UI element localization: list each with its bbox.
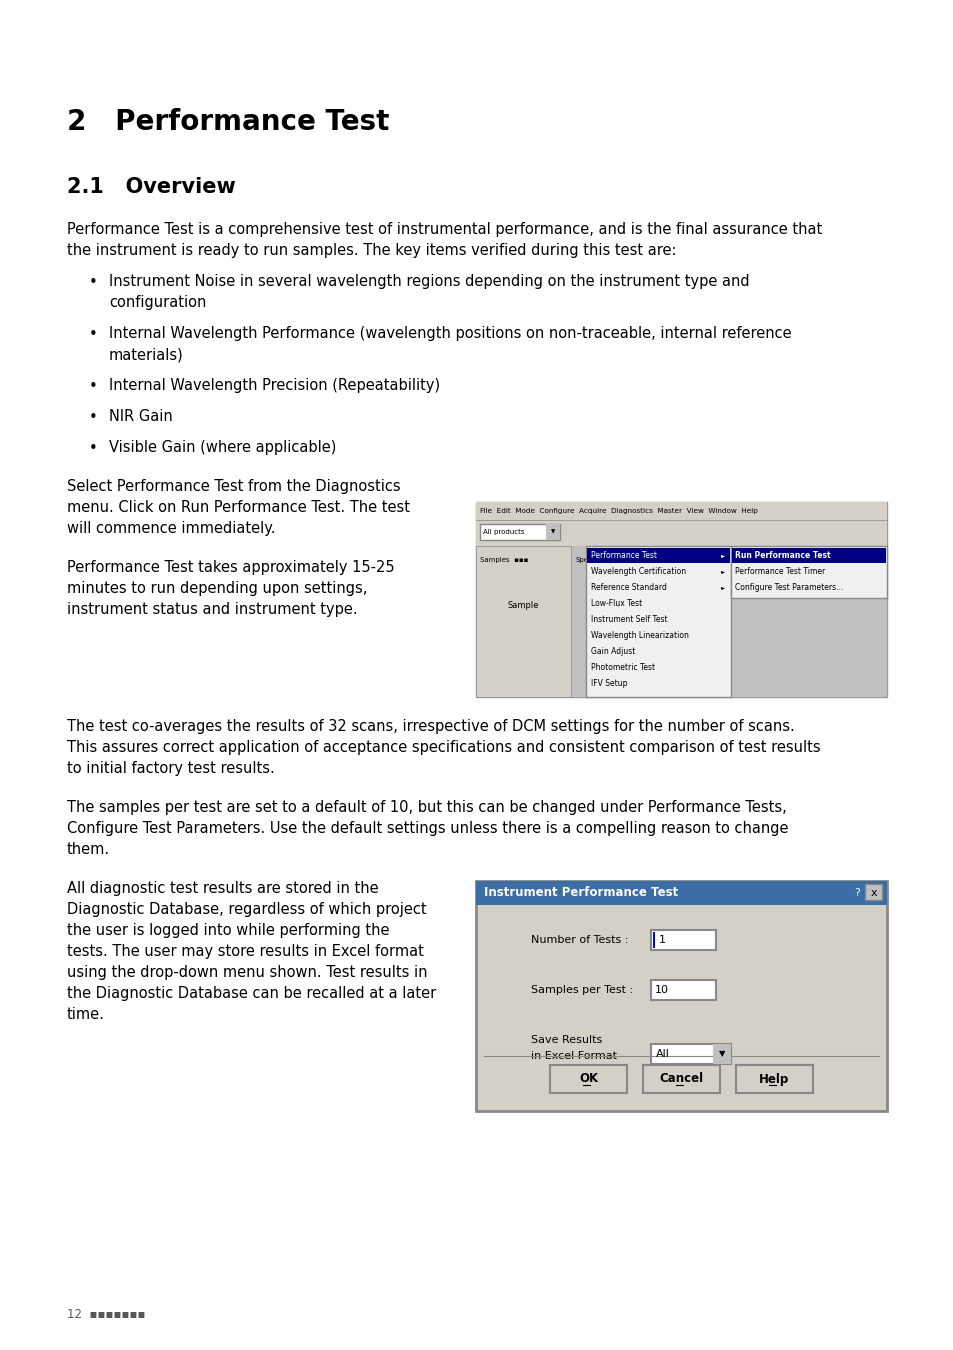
- Text: Reference Standard: Reference Standard: [590, 583, 666, 593]
- Text: All: All: [656, 1049, 669, 1058]
- Text: All products: All products: [482, 529, 524, 535]
- Text: Number of Tests :: Number of Tests :: [531, 936, 628, 945]
- Text: All diagnostic test results are stored in the: All diagnostic test results are stored i…: [67, 882, 378, 896]
- Text: Gain Adjust: Gain Adjust: [590, 647, 635, 656]
- Text: using the drop-down menu shown. Test results in: using the drop-down menu shown. Test res…: [67, 965, 427, 980]
- Text: Internal Wavelength Performance (wavelength positions on non-traceable, internal: Internal Wavelength Performance (wavelen…: [109, 325, 791, 342]
- Text: Internal Wavelength Precision (Repeatability): Internal Wavelength Precision (Repeatabi…: [109, 378, 439, 393]
- Text: instrument status and instrument type.: instrument status and instrument type.: [67, 602, 357, 617]
- Text: Photometric Test: Photometric Test: [590, 663, 655, 672]
- Text: Wavelength Certification: Wavelength Certification: [590, 567, 685, 576]
- Text: ►: ►: [720, 554, 724, 558]
- Text: •: •: [89, 275, 97, 290]
- Text: Select Performance Test from the Diagnostics: Select Performance Test from the Diagnos…: [67, 479, 400, 494]
- Text: minutes to run depending upon settings,: minutes to run depending upon settings,: [67, 580, 367, 595]
- Text: ▼: ▼: [718, 1049, 724, 1058]
- Text: File  Edit  Mode  Configure  Acquire  Diagnostics  Master  View  Window  Help: File Edit Mode Configure Acquire Diagnos…: [479, 508, 757, 514]
- Text: Performance Test Timer: Performance Test Timer: [734, 567, 824, 576]
- Bar: [476, 882, 886, 905]
- FancyBboxPatch shape: [550, 1065, 626, 1094]
- Text: OK: OK: [578, 1072, 598, 1085]
- Text: the Diagnostic Database can be recalled at a later: the Diagnostic Database can be recalled …: [67, 986, 436, 1000]
- Text: configuration: configuration: [109, 296, 206, 310]
- Text: Instrument Self Test: Instrument Self Test: [590, 616, 667, 624]
- Bar: [585, 545, 730, 697]
- Text: time.: time.: [67, 1007, 105, 1022]
- Text: x: x: [870, 888, 877, 898]
- Text: 1: 1: [659, 936, 665, 945]
- Text: ▼: ▼: [550, 529, 555, 535]
- Text: Visible Gain (where applicable): Visible Gain (where applicable): [109, 440, 336, 455]
- FancyBboxPatch shape: [642, 1065, 720, 1094]
- Text: Configure Test Parameters...: Configure Test Parameters...: [734, 583, 842, 593]
- Bar: [730, 545, 886, 598]
- Text: Samples per Test :: Samples per Test :: [531, 986, 633, 995]
- Text: Instrument Performance Test: Instrument Performance Test: [483, 887, 678, 899]
- Text: ►: ►: [720, 568, 724, 574]
- Text: Performance Test is a comprehensive test of instrumental performance, and is the: Performance Test is a comprehensive test…: [67, 221, 821, 238]
- Bar: [476, 520, 886, 545]
- Text: 2.1   Overview: 2.1 Overview: [67, 177, 235, 197]
- Text: the instrument is ready to run samples. The key items verified during this test : the instrument is ready to run samples. …: [67, 243, 676, 258]
- Text: Wavelength Linearization: Wavelength Linearization: [590, 630, 688, 640]
- Text: Performance Test: Performance Test: [590, 551, 657, 560]
- Bar: [476, 882, 886, 1111]
- Text: in Excel Format: in Excel Format: [531, 1052, 617, 1061]
- Text: IFV Setup: IFV Setup: [590, 679, 627, 688]
- Text: to initial factory test results.: to initial factory test results.: [67, 761, 274, 776]
- Text: The samples per test are set to a default of 10, but this can be changed under P: The samples per test are set to a defaul…: [67, 801, 786, 815]
- Text: ?: ?: [853, 888, 859, 898]
- Text: 10: 10: [655, 986, 668, 995]
- Bar: [586, 548, 729, 563]
- Text: Low-Flux Test: Low-Flux Test: [590, 599, 641, 608]
- Text: The test co-averages the results of 32 scans, irrespective of DCM settings for t: The test co-averages the results of 32 s…: [67, 720, 794, 734]
- Text: •: •: [89, 327, 97, 342]
- Bar: [476, 545, 886, 697]
- Text: •: •: [89, 441, 97, 456]
- Bar: [545, 524, 559, 540]
- Text: NIR Gain: NIR Gain: [109, 409, 172, 424]
- Bar: [650, 980, 716, 1000]
- FancyBboxPatch shape: [735, 1065, 812, 1094]
- Bar: [476, 502, 886, 520]
- Bar: [650, 1044, 730, 1064]
- Text: ►: ►: [720, 585, 724, 590]
- Text: tests. The user may store results in Excel format: tests. The user may store results in Exc…: [67, 944, 423, 958]
- Text: 12  ▪▪▪▪▪▪▪: 12 ▪▪▪▪▪▪▪: [67, 1308, 146, 1322]
- Text: Samples  ▪▪▪: Samples ▪▪▪: [479, 558, 528, 563]
- Text: Configure Test Parameters. Use the default settings unless there is a compelling: Configure Test Parameters. Use the defau…: [67, 821, 788, 836]
- Text: This assures correct application of acceptance specifications and consistent com: This assures correct application of acce…: [67, 740, 820, 755]
- Text: 2   Performance Test: 2 Performance Test: [67, 108, 389, 136]
- Text: Instrument Noise in several wavelength regions depending on the instrument type : Instrument Noise in several wavelength r…: [109, 274, 749, 289]
- Text: materials): materials): [109, 347, 184, 362]
- FancyBboxPatch shape: [864, 884, 882, 900]
- Bar: [476, 502, 886, 697]
- Bar: [476, 545, 571, 697]
- Bar: [731, 548, 885, 563]
- Text: Diagnostic Database, regardless of which project: Diagnostic Database, regardless of which…: [67, 902, 426, 917]
- Text: menu. Click on Run Performance Test. The test: menu. Click on Run Performance Test. The…: [67, 500, 410, 514]
- Text: Performance Test takes approximately 15-25: Performance Test takes approximately 15-…: [67, 560, 395, 575]
- Text: will commence immediately.: will commence immediately.: [67, 521, 275, 536]
- Text: Spectra: Spectra: [576, 558, 602, 563]
- Text: Cancel: Cancel: [659, 1072, 702, 1085]
- Text: •: •: [89, 410, 97, 425]
- FancyBboxPatch shape: [479, 524, 559, 540]
- Bar: [650, 930, 716, 950]
- Bar: [712, 1044, 730, 1064]
- Text: them.: them.: [67, 842, 110, 857]
- Bar: [652, 931, 655, 948]
- Text: the user is logged into while performing the: the user is logged into while performing…: [67, 923, 389, 938]
- Text: Save Results: Save Results: [531, 1035, 601, 1045]
- Text: •: •: [89, 379, 97, 394]
- Text: Help: Help: [759, 1072, 789, 1085]
- Text: Sample: Sample: [507, 602, 538, 610]
- Text: Run Performance Test: Run Performance Test: [734, 551, 830, 560]
